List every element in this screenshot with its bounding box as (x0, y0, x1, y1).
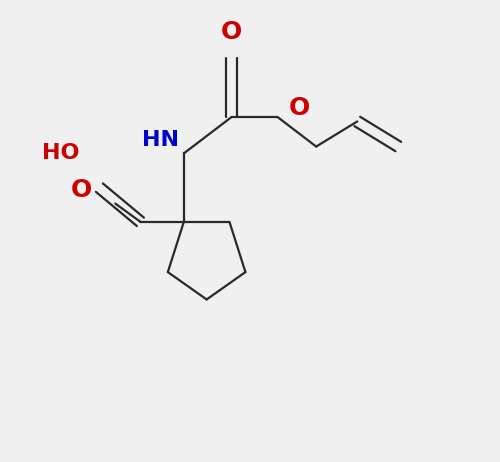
Text: O: O (289, 96, 310, 120)
Text: HN: HN (142, 130, 180, 150)
Text: O: O (221, 20, 242, 44)
Text: O: O (70, 178, 92, 202)
Text: HO: HO (42, 143, 80, 164)
